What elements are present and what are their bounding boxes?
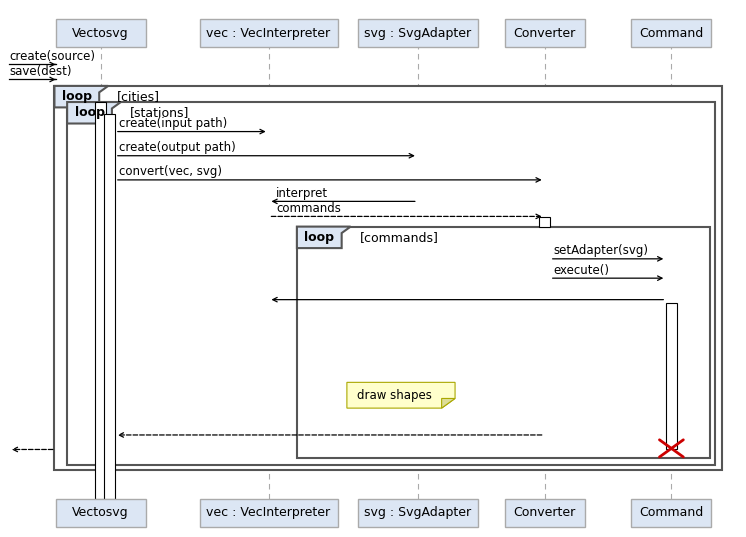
Bar (200, 499, 337, 527)
Polygon shape (297, 227, 351, 248)
Bar (297, 227, 710, 458)
Bar (504, 19, 585, 47)
Polygon shape (442, 398, 455, 408)
Text: [commands]: [commands] (360, 231, 439, 244)
Text: create(input path): create(input path) (119, 117, 227, 130)
Text: Vectosvg: Vectosvg (72, 506, 129, 519)
Polygon shape (347, 382, 455, 408)
Text: [cities]: [cities] (117, 90, 160, 103)
Text: convert(vec, svg): convert(vec, svg) (119, 165, 222, 178)
Bar (67, 102, 715, 465)
Text: loop: loop (304, 231, 334, 244)
Bar (56, 19, 145, 47)
Bar (200, 19, 337, 47)
Text: vec : VecInterpreter: vec : VecInterpreter (207, 506, 330, 519)
Bar (358, 499, 477, 527)
Text: create(output path): create(output path) (119, 141, 236, 154)
Text: Command: Command (639, 27, 703, 40)
Text: Converter: Converter (513, 506, 576, 519)
Polygon shape (54, 86, 108, 107)
Bar (631, 499, 712, 527)
Text: setAdapter(svg): setAdapter(svg) (554, 244, 648, 257)
Bar (539, 217, 550, 227)
Text: svg : SvgAdapter: svg : SvgAdapter (364, 506, 471, 519)
Text: Converter: Converter (513, 27, 576, 40)
Bar (358, 19, 477, 47)
Bar (54, 86, 722, 470)
Text: execute(): execute() (554, 264, 609, 277)
Bar (56, 499, 145, 527)
Polygon shape (67, 102, 121, 124)
Bar (666, 303, 677, 449)
Bar (95, 102, 106, 499)
Text: Command: Command (639, 506, 703, 519)
Text: Vectosvg: Vectosvg (72, 27, 129, 40)
Text: [stations]: [stations] (130, 106, 189, 119)
Text: interpret: interpret (276, 187, 328, 200)
Bar (104, 114, 115, 499)
Text: loop: loop (75, 106, 104, 119)
Text: vec : VecInterpreter: vec : VecInterpreter (207, 27, 330, 40)
Bar (504, 499, 585, 527)
Text: svg : SvgAdapter: svg : SvgAdapter (364, 27, 471, 40)
Text: save(dest): save(dest) (9, 65, 72, 78)
Text: commands: commands (276, 202, 341, 215)
Text: create(source): create(source) (9, 50, 95, 63)
Text: draw shapes: draw shapes (357, 389, 432, 402)
Text: loop: loop (62, 90, 92, 103)
Bar (631, 19, 712, 47)
